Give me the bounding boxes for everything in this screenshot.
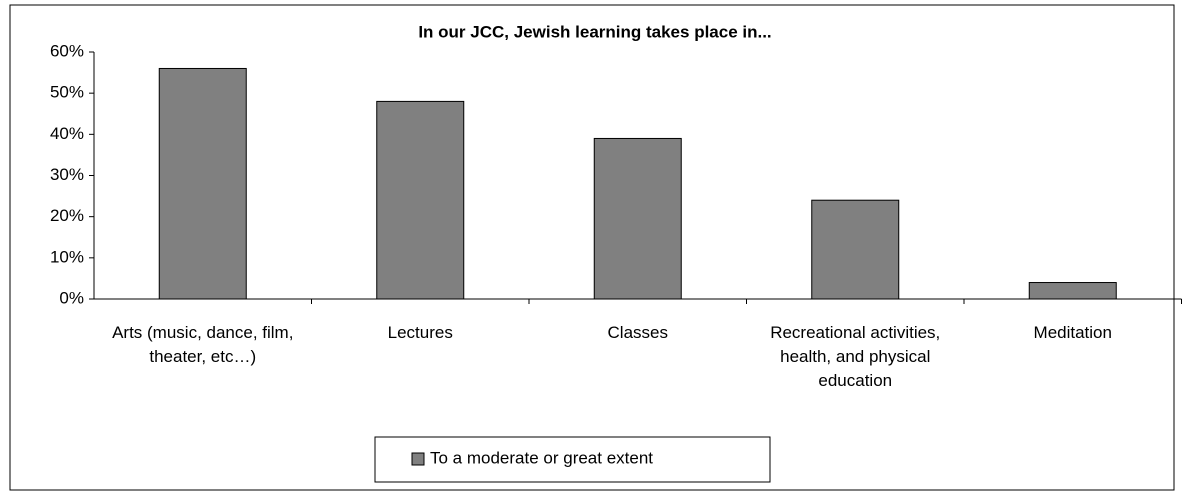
x-tick-label-box: Lectures [387, 323, 453, 342]
x-tick-label: Classes [607, 323, 668, 342]
bar [1028, 282, 1117, 300]
x-tick-label: Recreational activities, health, and phy… [770, 323, 941, 390]
legend-box [374, 436, 771, 483]
y-tick-label: 60% [50, 41, 84, 60]
x-tick-label-box: Arts (music, dance, film, theater, etc…) [112, 323, 294, 366]
bar [376, 100, 465, 300]
y-tick-label: 0% [59, 288, 84, 307]
x-tick-label-box: Meditation [1033, 323, 1112, 342]
x-tick-label: Lectures [387, 323, 453, 342]
chart-title: In our JCC, Jewish learning takes place … [418, 22, 771, 41]
legend-swatch [411, 452, 425, 466]
legend-label: To a moderate or great extent [430, 448, 653, 467]
y-tick-label: 10% [50, 247, 84, 266]
x-tick-label-box: Recreational activities, health, and phy… [770, 323, 941, 390]
y-tick-label: 30% [50, 165, 84, 184]
y-tick-label: 20% [50, 206, 84, 225]
y-tick-label: 50% [50, 83, 84, 102]
bar [158, 67, 247, 300]
bar [811, 199, 900, 300]
y-tick-label: 40% [50, 124, 84, 143]
x-tick-label: Arts (music, dance, film, theater, etc…) [112, 323, 294, 366]
bar [593, 137, 682, 300]
x-tick-label-box: Classes [607, 323, 668, 342]
x-tick-label: Meditation [1033, 323, 1112, 342]
